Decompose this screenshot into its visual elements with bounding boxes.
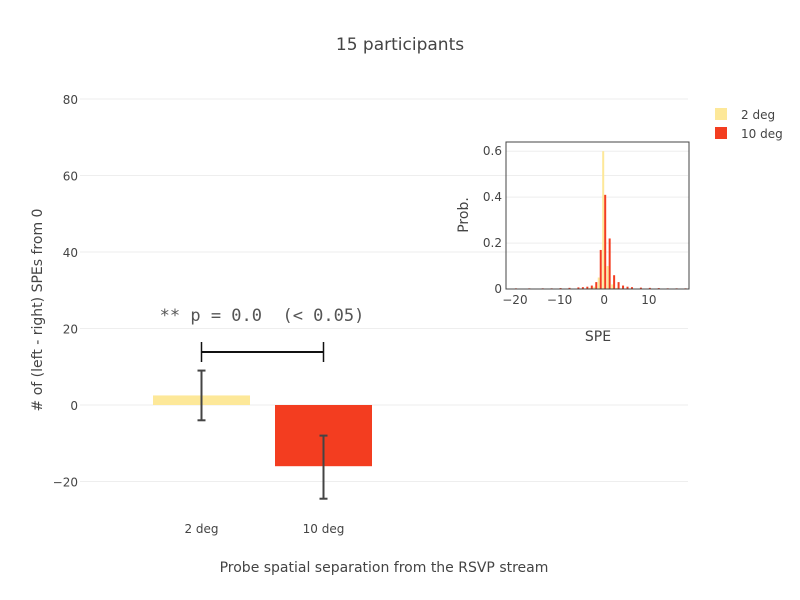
inset-y-tick-label: 0 [494,282,502,296]
inset-bar [648,287,651,289]
inset-y-tick-label: 0.6 [483,144,502,158]
significance-bracket [200,342,325,362]
main-x-tick-label: 10 deg [303,522,345,536]
main-error-bars [197,369,328,500]
legend-swatch [715,127,727,139]
inset-x-axis-label: SPE [585,329,611,345]
chart-title: 15 participants [336,35,464,55]
inset-frame [505,141,690,290]
main-y-tick-label: 80 [63,93,78,107]
inset-x-tick-label: 10 [641,293,656,307]
inset-bar [588,287,591,289]
inset-bar [590,285,593,289]
legend-swatch [715,108,727,120]
inset-bar [630,287,633,289]
main-y-tick-labels: −20 0 20 40 60 80 [53,93,78,490]
inset-bar [593,286,596,289]
legend-label: 10 deg [741,127,783,141]
inset-bar [604,194,607,289]
inset-bar [602,151,605,289]
inset-y-axis-label: Prob. [456,197,472,233]
inset-x-tick-label: −20 [502,293,527,307]
main-x-tick-labels: 2 deg 10 deg [184,522,344,536]
inset-bar [611,284,614,289]
inset-x-tick-label: 0 [600,293,608,307]
inset-x-tick-label: −10 [547,293,572,307]
inset-bar [597,277,600,289]
inset-bar [615,287,618,289]
main-bars [153,395,372,467]
inset-bar [606,266,609,289]
inset-bar [568,287,571,289]
legend: 2 deg 10 deg [715,108,783,141]
inset-bar [622,285,625,289]
inset-histogram: 0 0.2 0.4 0.6 −20 −10 0 10 Prob. SPE [456,141,690,345]
main-x-axis-label: Probe spatial separation from the RSVP s… [220,560,549,576]
main-y-axis-label: # of (left - right) SPEs from 0 [30,209,46,412]
inset-bar [577,287,580,289]
inset-bar [586,286,589,289]
main-y-tick-label: 20 [63,323,78,337]
inset-bar [595,282,598,289]
inset-bars [514,151,687,289]
inset-bar [626,286,629,289]
inset-bar [613,275,616,289]
significance-annotation: ** p = 0.0 (< 0.05) [160,306,365,326]
inset-bar [608,238,611,289]
main-y-tick-label: 40 [63,246,78,260]
main-x-tick-label: 2 deg [184,522,218,536]
inset-bar [599,249,602,289]
inset-y-tick-labels: 0 0.2 0.4 0.6 [483,144,502,296]
main-y-tick-label: 60 [63,170,78,184]
main-y-tick-label: −20 [53,476,78,490]
inset-bar [581,287,584,289]
inset-bar [617,282,620,289]
inset-x-tick-labels: −20 −10 0 10 [502,293,656,307]
inset-gridlines [506,150,689,244]
main-y-tick-label: 0 [70,399,78,413]
main-gridlines [80,98,688,482]
inset-y-tick-label: 0.2 [483,236,502,250]
inset-y-tick-label: 0.4 [483,190,502,204]
legend-label: 2 deg [741,108,775,122]
inset-bar [639,287,642,289]
